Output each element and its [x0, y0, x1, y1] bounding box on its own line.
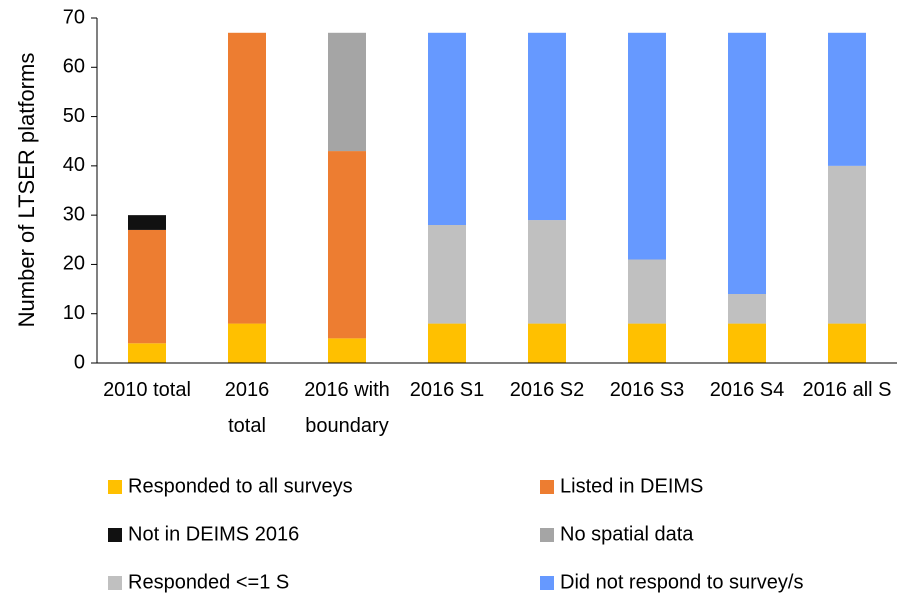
legend-swatch: [108, 480, 122, 494]
x-tick-label: 2016 S4: [710, 379, 785, 401]
x-tick-label: 2016 S2: [510, 379, 585, 401]
legend-swatch: [108, 528, 122, 542]
legend-label: Listed in DEIMS: [560, 475, 703, 497]
bar-segment: [428, 32, 466, 226]
bar-segment: [828, 32, 866, 166]
bar-segment: [228, 32, 266, 324]
bar-segment: [628, 32, 666, 260]
bar-segment: [628, 323, 666, 363]
y-tick-label: 30: [63, 203, 85, 225]
x-tick-label: 2016 all S: [803, 379, 892, 401]
y-tick-label: 0: [74, 351, 85, 373]
x-tick-label: 2016 with boundary: [304, 379, 390, 437]
legend-swatch: [108, 576, 122, 590]
bar-segment: [228, 323, 266, 363]
bar-segment: [528, 323, 566, 363]
bar-segment: [328, 32, 366, 152]
y-tick-label: 40: [63, 154, 85, 176]
y-tick-label: 10: [63, 302, 85, 324]
bar-segment: [728, 323, 766, 363]
y-tick-label: 70: [63, 6, 85, 28]
y-tick-label: 20: [63, 253, 85, 275]
bar-segment: [128, 343, 166, 363]
bar-segment: [828, 323, 866, 363]
bar-segment: [528, 220, 566, 324]
y-tick-label: 60: [63, 56, 85, 78]
bar-segment: [428, 323, 466, 363]
bar-segment: [528, 32, 566, 221]
legend-label: No spatial data: [560, 523, 694, 545]
legend-swatch: [540, 528, 554, 542]
y-tick-label: 50: [63, 105, 85, 127]
legend-label: Not in DEIMS 2016: [128, 523, 299, 545]
bar-segment: [728, 32, 766, 295]
bar-segment: [328, 151, 366, 339]
bar-segment: [128, 215, 166, 230]
bar-segment: [428, 225, 466, 324]
x-tick-label: 2010 total: [103, 379, 191, 401]
legend-swatch: [540, 480, 554, 494]
bar-segment: [728, 294, 766, 324]
bar-segment: [628, 259, 666, 324]
legend-label: Responded to all surveys: [128, 475, 353, 497]
x-tick-label: 2016 S3: [610, 379, 685, 401]
x-tick-label: 2016 total: [225, 379, 270, 437]
legend-swatch: [540, 576, 554, 590]
legend-label: Did not respond to survey/s: [560, 571, 803, 593]
legend-label: Responded <=1 S: [128, 571, 289, 593]
bar-segment: [828, 165, 866, 324]
bar-segment: [328, 338, 366, 363]
y-axis-label: Number of LTSER platforms: [14, 53, 39, 328]
bar-segment: [128, 229, 166, 344]
x-tick-label: 2016 S1: [410, 379, 485, 401]
